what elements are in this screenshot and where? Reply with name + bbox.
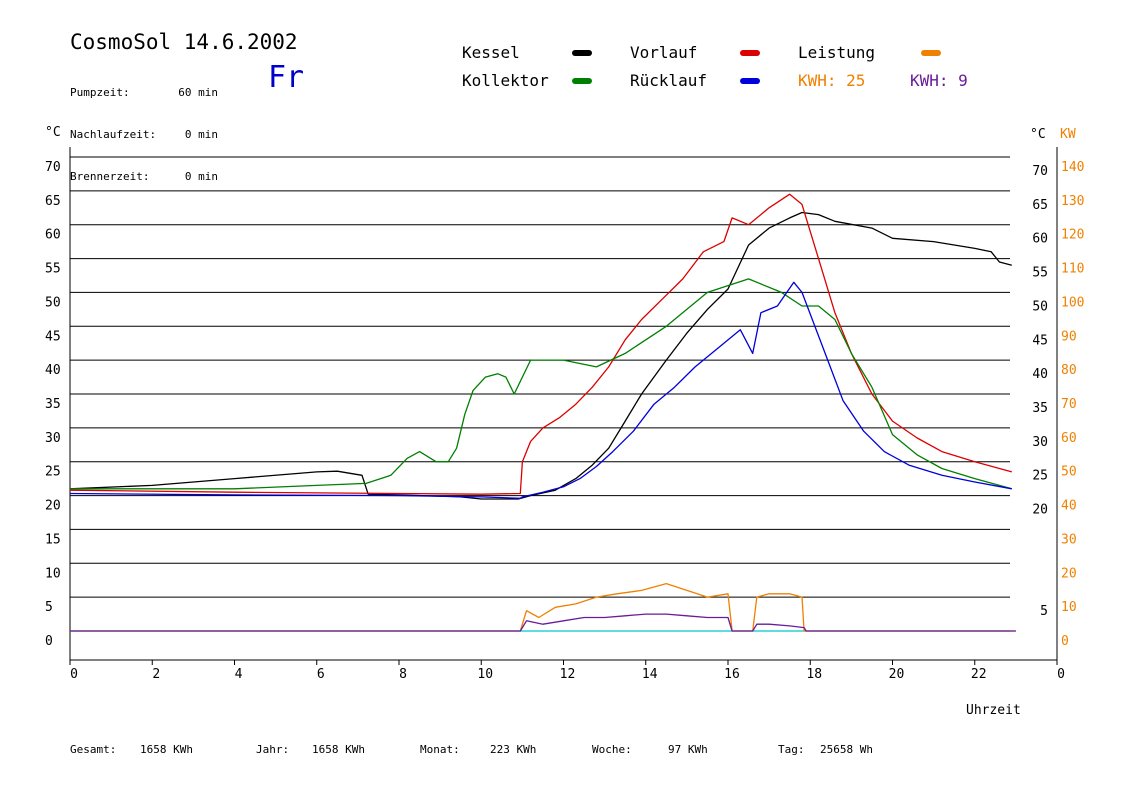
info-values: 60 min 0 min 0 min	[170, 58, 218, 198]
kw-tick-label: 40	[1061, 499, 1077, 514]
kw-tick-label: 20	[1061, 566, 1077, 581]
info-brennerzeit-label: Brennerzeit:	[70, 170, 150, 183]
x-tick-label: 20	[889, 667, 905, 682]
y-right-tick-label: 5	[1040, 604, 1048, 619]
series-line-kollektor	[70, 278, 1012, 490]
temperature-chart: °C °C KW Uhrzeit 05101520253035404550556…	[45, 125, 1084, 718]
y-tick-label: 70	[45, 160, 61, 175]
y-tick-label: 0	[45, 634, 53, 649]
kw-tick-label: 0	[1061, 634, 1069, 649]
y-right-tick-label: 35	[1032, 401, 1048, 416]
series-line-r-cklauf	[69, 281, 1012, 499]
legend-kessel-label: Kessel	[462, 43, 520, 62]
y-right-tick-label: 45	[1032, 333, 1048, 348]
info-brennerzeit-value: 0 min	[184, 170, 218, 183]
legend-leistung-label: Leistung	[798, 43, 876, 62]
y-right-tick-label: 25	[1032, 469, 1048, 484]
legend-leistung-swatch	[921, 50, 941, 56]
legend-vorlauf-label: Vorlauf	[630, 43, 698, 62]
y-tick-label: 5	[45, 600, 53, 615]
kw-tick-label: 70	[1061, 397, 1077, 412]
legend-ruecklauf-swatch	[740, 78, 760, 84]
footer-tag-value: 25658 Wh	[820, 743, 873, 756]
y-tick-label: 55	[45, 262, 61, 277]
right-axis-unit: °C	[1030, 127, 1046, 142]
legend-kessel-swatch	[572, 50, 592, 56]
info-nachlaufzeit-label: Nachlaufzeit:	[70, 128, 157, 141]
info-pumpzeit-value: 60 min	[178, 86, 218, 99]
legend-kwh-orange: KWH: 25	[798, 71, 866, 90]
footer-monat-label: Monat:	[420, 743, 460, 756]
kw-tick-label: 140	[1061, 160, 1084, 175]
info-nachlaufzeit-value: 0 min	[184, 128, 218, 141]
y-tick-label: 60	[45, 228, 61, 243]
footer-woche-label: Woche:	[592, 743, 632, 756]
kw-tick-label: 60	[1061, 431, 1077, 446]
y-right-tick-label: 60	[1032, 232, 1048, 247]
y-right-tick-label: 50	[1032, 299, 1048, 314]
y-right-tick-label: 30	[1032, 435, 1048, 450]
footer-monat-value: 223 KWh	[490, 743, 537, 756]
y-tick-label: 35	[45, 397, 61, 412]
y-tick-label: 30	[45, 431, 61, 446]
kw-tick-label: 110	[1061, 262, 1084, 277]
y-right-tick-label: 20	[1032, 503, 1048, 518]
kw-tick-label: 30	[1061, 532, 1077, 547]
legend-vorlauf-swatch	[740, 50, 760, 56]
x-tick-label: 8	[399, 667, 407, 682]
y-tick-label: 50	[45, 295, 61, 310]
chart-title: CosmoSol 14.6.2002	[70, 30, 298, 54]
y-tick-label: 20	[45, 499, 61, 514]
x-tick-label: 14	[642, 667, 658, 682]
y-tick-label: 25	[45, 465, 61, 480]
x-tick-label: 6	[317, 667, 325, 682]
series-line-kessel	[69, 211, 1012, 500]
x-tick-label: 12	[560, 667, 576, 682]
kw-tick-label: 90	[1061, 329, 1077, 344]
x-tick-label: 0	[70, 667, 78, 682]
footer-gesamt-label: Gesamt:	[70, 743, 117, 756]
footer-woche-value: 97 KWh	[668, 743, 708, 756]
kw-tick-label: 100	[1061, 295, 1084, 310]
y-tick-label: 10	[45, 566, 61, 581]
y-right-tick-label: 65	[1032, 198, 1048, 213]
y-right-tick-label: 55	[1032, 266, 1048, 281]
legend-kollektor-swatch	[572, 78, 592, 84]
weekday-label: Fr	[268, 60, 305, 95]
y-right-tick-label: 40	[1032, 367, 1048, 382]
footer-tag-label: Tag:	[778, 743, 805, 756]
kw-tick-label: 50	[1061, 465, 1077, 480]
footer-jahr-value: 1658 KWh	[312, 743, 365, 756]
kw-tick-label: 130	[1061, 194, 1084, 209]
x-tick-label: 18	[806, 667, 822, 682]
series-line-series-5	[70, 613, 1016, 632]
y-tick-label: 65	[45, 194, 61, 209]
footer-gesamt-value: 1658 KWh	[140, 743, 193, 756]
series-line-vorlauf	[69, 193, 1012, 495]
legend-kwh-purple: KWH: 9	[910, 71, 968, 90]
y-tick-label: 45	[45, 329, 61, 344]
kw-tick-label: 10	[1061, 600, 1077, 615]
footer-jahr-label: Jahr:	[256, 743, 290, 756]
y-right-tick-label: 70	[1032, 164, 1048, 179]
kw-tick-label: 80	[1061, 363, 1077, 378]
info-labels: Pumpzeit: Nachlaufzeit: Brennerzeit:	[70, 58, 156, 198]
y-tick-label: 15	[45, 532, 61, 547]
left-axis-unit: °C	[45, 125, 61, 140]
legend-kollektor-label: Kollektor	[462, 71, 549, 90]
y-tick-label: 40	[45, 363, 61, 378]
x-tick-label: 0	[1057, 667, 1065, 682]
series-line-leistung	[70, 582, 1016, 632]
x-tick-label: 10	[477, 667, 493, 682]
x-axis-label: Uhrzeit	[966, 703, 1021, 718]
x-tick-label: 4	[235, 667, 243, 682]
kw-axis-unit: KW	[1060, 127, 1076, 142]
kw-tick-label: 120	[1061, 228, 1084, 243]
legend-ruecklauf-label: Rücklauf	[630, 71, 708, 90]
x-tick-label: 22	[971, 667, 987, 682]
info-pumpzeit-label: Pumpzeit:	[70, 86, 130, 99]
x-tick-label: 16	[724, 667, 740, 682]
x-tick-label: 2	[152, 667, 160, 682]
